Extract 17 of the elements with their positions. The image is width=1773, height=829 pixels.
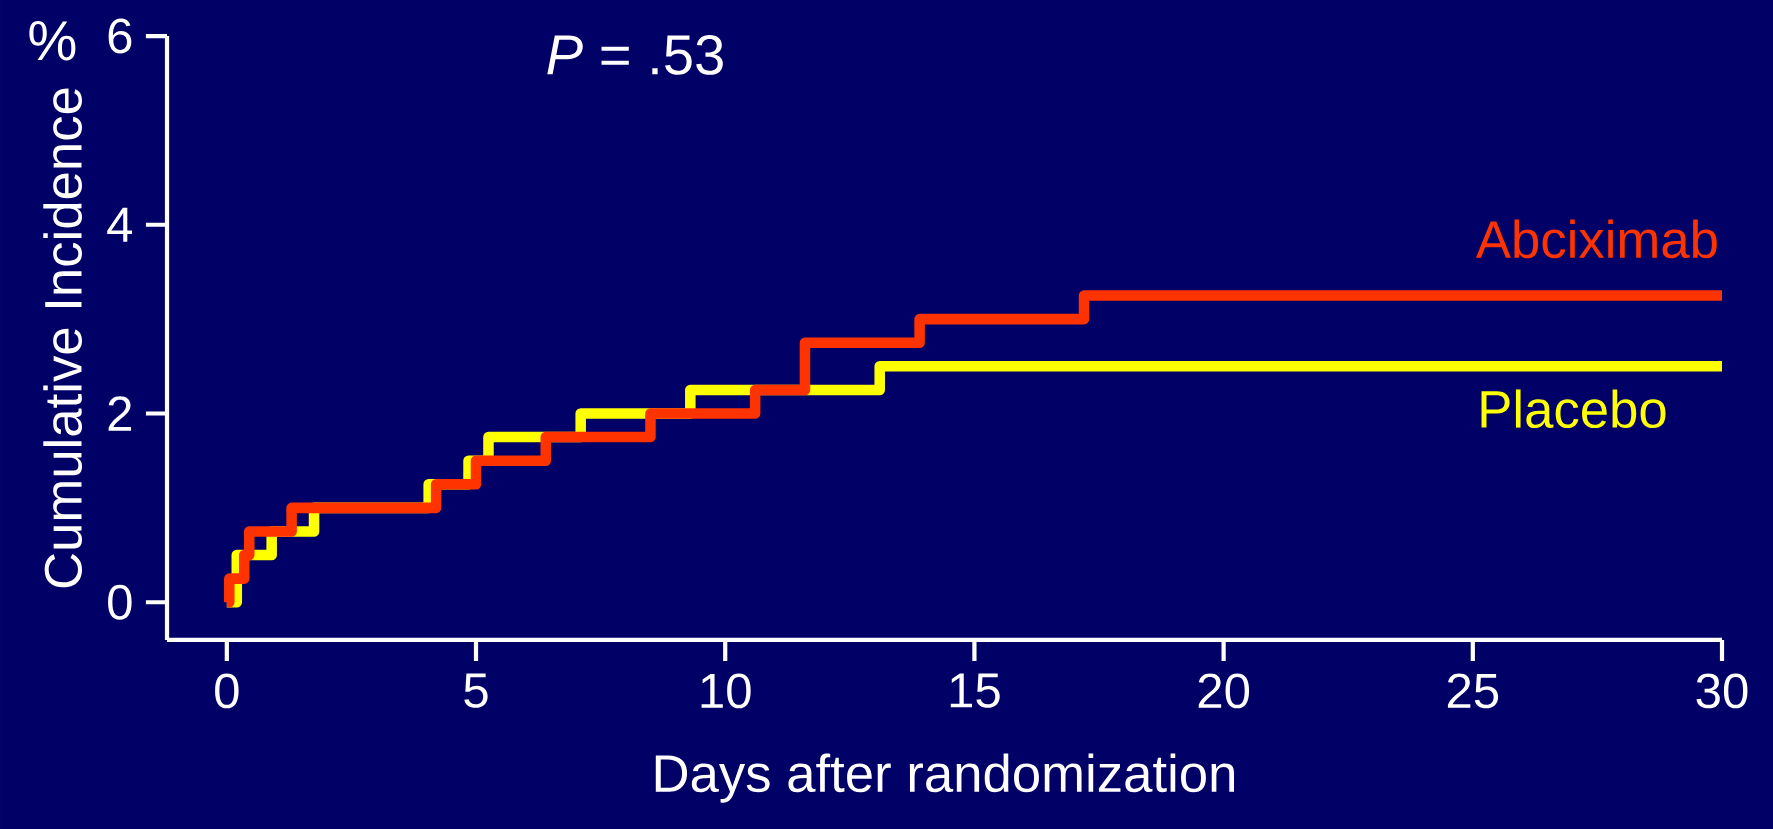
x-tick-label: 10 (701, 673, 751, 709)
y-axis-title: Cumulative Incidence (43, 88, 82, 588)
x-axis-title: Days after randomization (655, 753, 1234, 803)
y-tick-label: 4 (107, 207, 133, 242)
annotation: P = .53 (547, 35, 723, 75)
x-tick-label: 15 (950, 673, 1000, 708)
x-tick-label: 25 (1447, 673, 1499, 709)
series-label: Abciximab (1475, 219, 1717, 259)
text: % (29, 21, 76, 61)
x-tick-label: 30 (1696, 673, 1748, 709)
y-tick-label: 6 (108, 18, 132, 54)
x-tick-label: 20 (1198, 673, 1250, 709)
y-tick-label: 2 (108, 396, 132, 431)
y-tick-label: 0 (108, 584, 132, 620)
x-tick-label: 5 (464, 673, 488, 708)
series-label: Placebo (1481, 389, 1666, 429)
x-tick-label: 0 (215, 673, 239, 709)
